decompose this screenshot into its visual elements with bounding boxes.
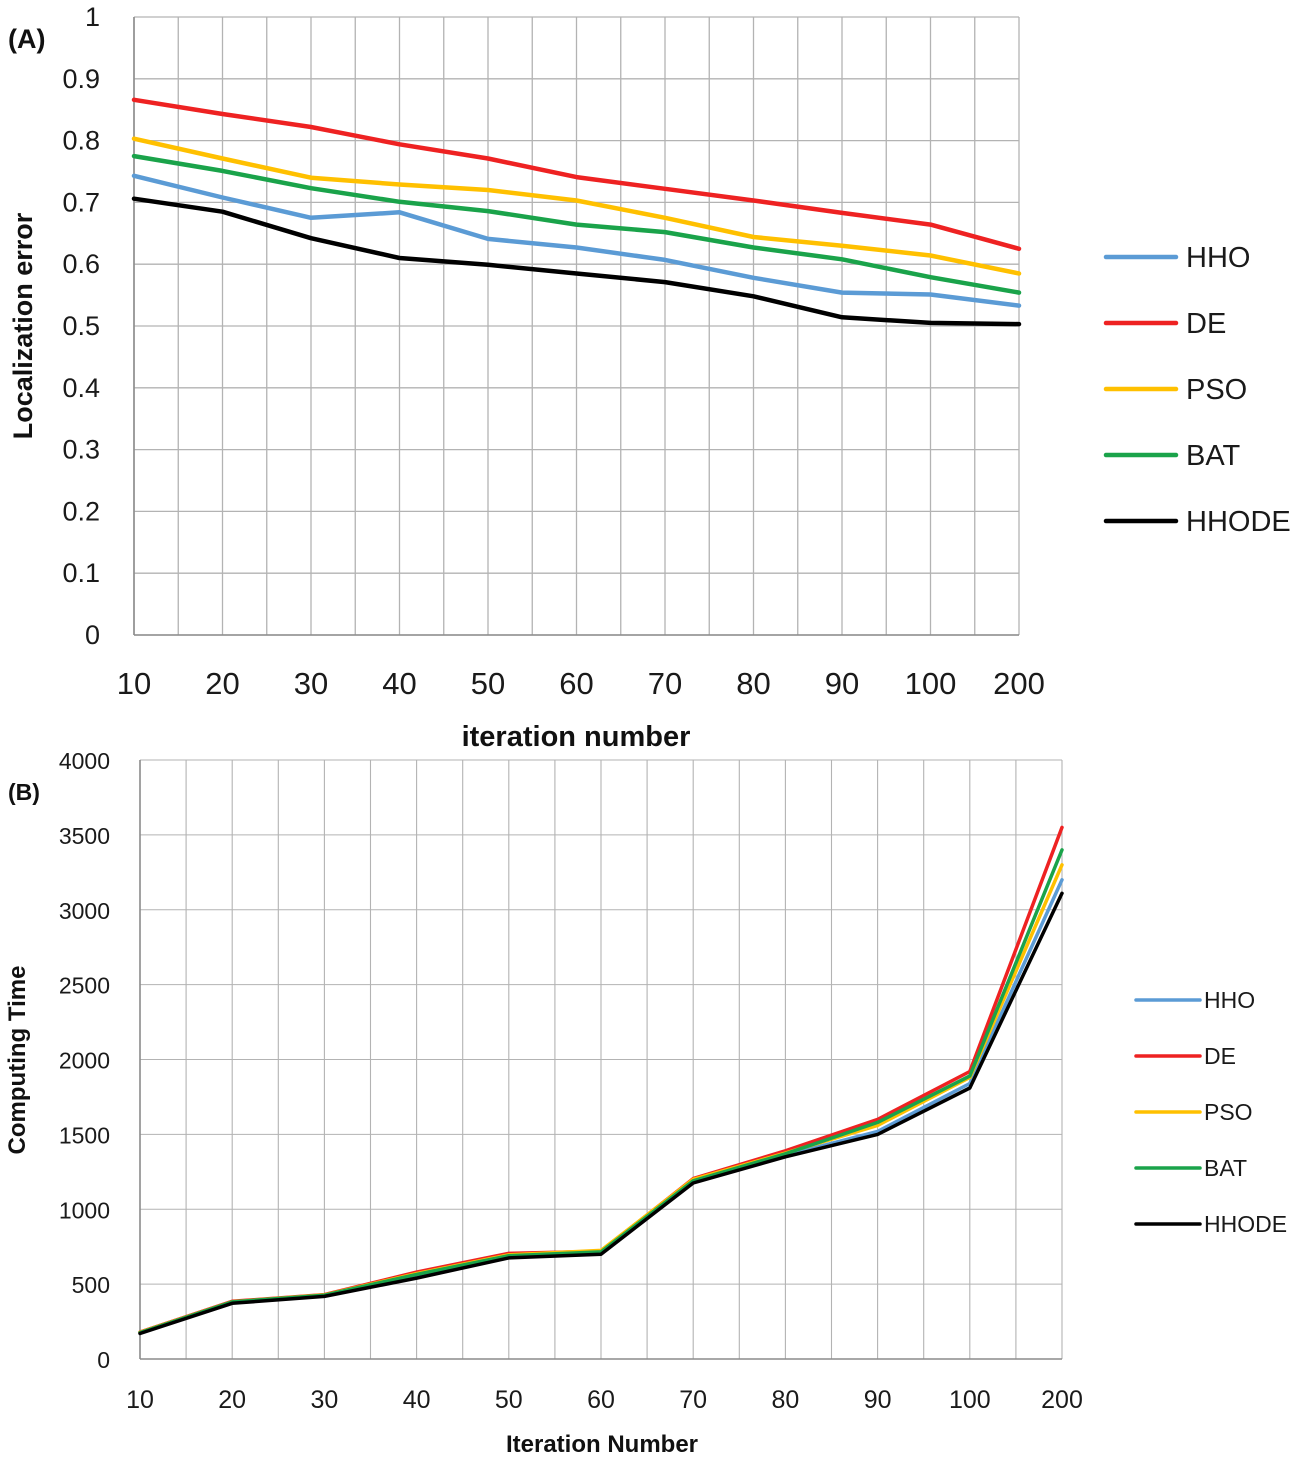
panel-b-y-tick-label: 1000 <box>59 1197 110 1223</box>
panel-a-x-tick-label: 50 <box>471 666 505 701</box>
panel-a-x-tick-label: 200 <box>993 666 1045 701</box>
panel-b-x-tick-label: 10 <box>126 1386 154 1414</box>
panel-b-y-tick-label: 3000 <box>59 898 110 924</box>
panel-b-x-axis-title: Iteration Number <box>506 1431 698 1458</box>
panel-a-y-tick-label: 0.9 <box>62 64 100 94</box>
panel-a-legend-label-pso: PSO <box>1186 374 1247 406</box>
panel-a-legend-label-hho: HHO <box>1186 242 1250 274</box>
panel-a-x-tick-label: 60 <box>559 666 593 701</box>
panel-b-x-tick-label: 30 <box>310 1386 338 1414</box>
panel-a-x-tick-label: 10 <box>117 666 151 701</box>
panel-a-label: (A) <box>8 24 45 54</box>
panel-a-series-line-hhode <box>131 196 1022 327</box>
panel-b-x-tick-label: 40 <box>403 1386 431 1414</box>
panel-b-legend-label-hhode: HHODE <box>1204 1211 1287 1237</box>
panel-a-series-line-pso <box>131 136 1022 276</box>
panel-b-legend-label-de: DE <box>1204 1043 1236 1069</box>
chart-panel-b: (B) Computing Time Iteration Number 0 500… <box>4 748 1287 1458</box>
panel-a-x-tick-label: 80 <box>736 666 770 701</box>
panel-b-label: (B) <box>8 779 40 805</box>
panel-b-y-tick-label: 2000 <box>59 1048 110 1074</box>
panel-a-legend-label-hhode: HHODE <box>1186 506 1291 538</box>
panel-b-y-tick-label: 1500 <box>59 1122 110 1148</box>
panel-a-x-tick-label: 30 <box>294 666 328 701</box>
panel-a-x-tick-label: 90 <box>825 666 859 701</box>
panel-a-x-tick-label: 20 <box>205 666 239 701</box>
panel-a-y-tick-label: 0.1 <box>62 558 100 588</box>
panel-a-x-tick-label: 40 <box>382 666 416 701</box>
panel-b-y-axis-title: Computing Time <box>4 966 31 1155</box>
panel-b-y-tick-label: 500 <box>72 1272 110 1298</box>
panel-a-series-line-bat <box>131 153 1022 295</box>
panel-b-y-tick-label: 2500 <box>59 973 110 999</box>
panel-a-x-tick-label: 70 <box>648 666 682 701</box>
panel-a-y-tick-label: 0.4 <box>62 373 100 403</box>
panel-a-series-line-de <box>131 97 1022 252</box>
panel-b-x-tick-label: 50 <box>495 1386 523 1414</box>
panel-a-y-tick-label: 0.2 <box>62 496 100 526</box>
panel-b-x-tick-label: 90 <box>864 1386 892 1414</box>
panel-b-x-tick-label: 100 <box>949 1386 991 1414</box>
panel-a-legend-label-bat: BAT <box>1186 440 1241 472</box>
panel-b-x-tick-label: 20 <box>218 1386 246 1414</box>
panel-b-x-tick-label: 60 <box>587 1386 615 1414</box>
panel-a-x-tick-label: 100 <box>905 666 957 701</box>
panel-b-legend-label-hho: HHO <box>1204 987 1255 1013</box>
panel-a-series-line-hho <box>131 173 1022 308</box>
panel-a-y-tick-label: 0.7 <box>62 187 100 217</box>
panel-b-x-tick-label: 70 <box>679 1386 707 1414</box>
panel-a-y-tick-label: 0.3 <box>62 435 100 465</box>
chart-panel-a: (A) Localization error iteration number … <box>8 2 1291 753</box>
panel-a-y-tick-label: 0.8 <box>62 126 100 156</box>
panel-b-y-tick-label: 4000 <box>59 748 110 774</box>
panel-b-series-line-hhode <box>138 891 1064 1336</box>
panel-a-legend-label-de: DE <box>1186 308 1226 340</box>
panel-a-x-axis-title: iteration number <box>462 721 691 753</box>
panel-a-y-tick-label: 1 <box>85 2 100 32</box>
panel-a-y-tick-label: 0.6 <box>62 249 100 279</box>
panel-a-y-tick-label: 0 <box>85 620 100 650</box>
panel-b-y-tick-label: 0 <box>97 1347 110 1373</box>
panel-b-legend-label-pso: PSO <box>1204 1099 1253 1125</box>
panel-a-y-tick-label: 0.5 <box>62 311 100 341</box>
panel-b-x-tick-label: 200 <box>1041 1386 1083 1414</box>
panel-b-legend-label-bat: BAT <box>1204 1155 1247 1181</box>
panel-b-x-tick-label: 80 <box>771 1386 799 1414</box>
panel-a-y-axis-title: Localization error <box>8 212 38 439</box>
panel-b-y-tick-label: 3500 <box>59 823 110 849</box>
